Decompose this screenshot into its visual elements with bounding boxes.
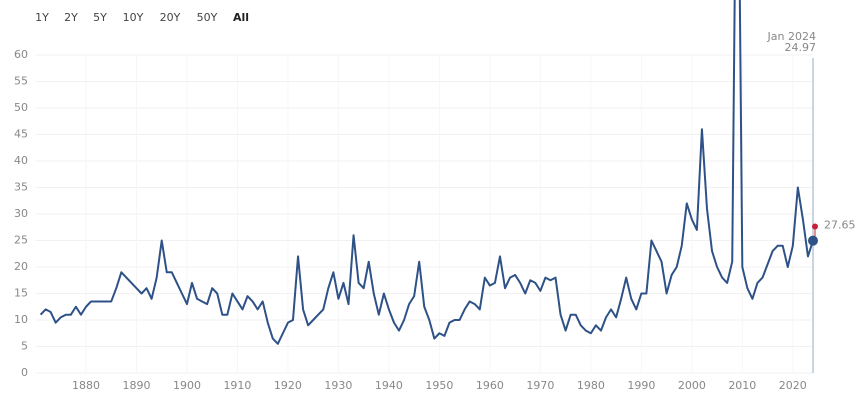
x-tick-label: 2000	[678, 379, 706, 392]
current-dot	[808, 235, 818, 246]
x-tick-label: 1930	[324, 379, 352, 392]
y-tick-label: 5	[21, 340, 28, 353]
x-tick-label: 1890	[122, 379, 150, 392]
y-tick-label: 0	[21, 366, 28, 379]
y-tick-label: 10	[14, 313, 28, 326]
y-tick-label: 50	[14, 101, 28, 114]
y-tick-label: 45	[14, 128, 28, 141]
y-tick-label: 25	[14, 234, 28, 247]
range-button[interactable]: 50Y	[197, 11, 218, 24]
latest-label: 27.65	[824, 218, 856, 231]
x-tick-label: 1900	[173, 379, 201, 392]
x-tick-label: 2010	[728, 379, 756, 392]
y-tick-label: 30	[14, 207, 28, 220]
range-button[interactable]: 20Y	[160, 11, 181, 24]
crosshair-date: Jan 2024	[767, 30, 816, 43]
latest-dot	[812, 223, 818, 230]
range-button[interactable]: 10Y	[123, 11, 144, 24]
range-button[interactable]: All	[233, 11, 249, 24]
x-tick-label: 1960	[476, 379, 504, 392]
x-tick-label: 1880	[72, 379, 100, 392]
y-tick-label: 55	[14, 75, 28, 88]
x-tick-label: 1980	[577, 379, 605, 392]
y-tick-label: 15	[14, 287, 28, 300]
x-tick-label: 1990	[627, 379, 655, 392]
y-tick-label: 60	[14, 48, 28, 61]
range-button[interactable]: 2Y	[64, 11, 78, 24]
x-tick-label: 1920	[274, 379, 302, 392]
y-tick-label: 40	[14, 154, 28, 167]
x-tick-label: 1910	[223, 379, 251, 392]
y-tick-label: 35	[14, 181, 28, 194]
x-tick-label: 2020	[779, 379, 807, 392]
range-button[interactable]: 1Y	[35, 11, 49, 24]
y-tick-label: 20	[14, 260, 28, 273]
x-tick-label: 1940	[375, 379, 403, 392]
x-tick-label: 1950	[425, 379, 453, 392]
range-button[interactable]: 5Y	[93, 11, 107, 24]
pe-line	[39, 0, 814, 345]
x-tick-label: 1970	[526, 379, 554, 392]
crosshair-value: 24.97	[785, 41, 817, 54]
